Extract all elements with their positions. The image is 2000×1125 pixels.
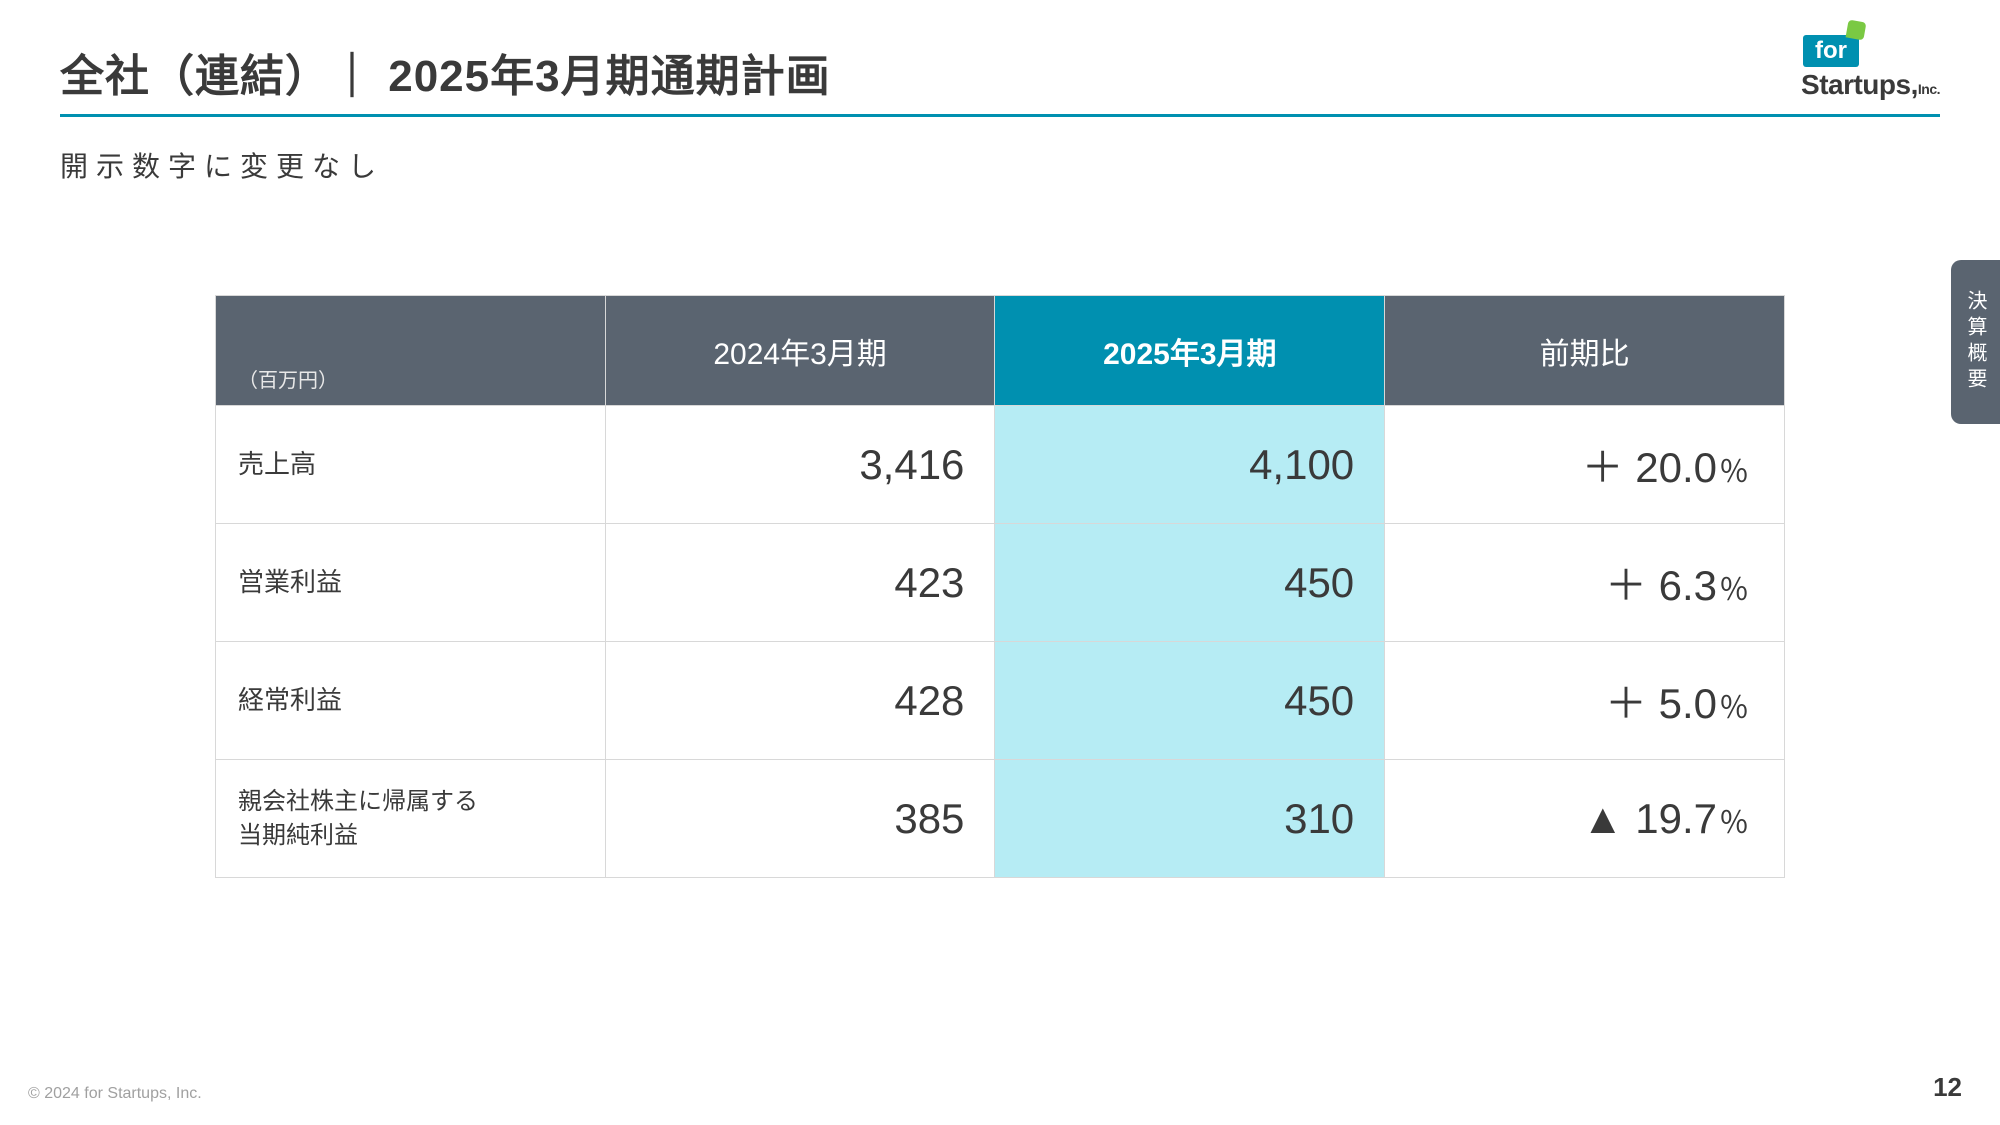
cell-fy2024: 423 bbox=[605, 524, 995, 642]
cell-change: ＋ 5.0％ bbox=[1385, 642, 1785, 760]
col-header-fy2024: 2024年3月期 bbox=[605, 296, 995, 406]
page-subtitle: 開示数字に変更なし bbox=[60, 145, 1940, 185]
copyright-text: © 2024 for Startups, Inc. bbox=[28, 1085, 202, 1103]
financial-table-wrap: （百万円） 2024年3月期 2025年3月期 前期比 売上高 3,416 4,… bbox=[215, 295, 1785, 878]
cell-fy2024: 385 bbox=[605, 760, 995, 878]
col-header-change: 前期比 bbox=[1385, 296, 1785, 406]
logo-startups-text: Startups,Inc. bbox=[1801, 69, 1940, 101]
page-title: 全社（連結）｜ 2025年3月期通期計画 bbox=[60, 40, 831, 104]
section-tab: 決算概要 bbox=[1951, 260, 2000, 424]
cell-change: ＋ 6.3％ bbox=[1385, 524, 1785, 642]
cell-fy2025: 450 bbox=[995, 524, 1385, 642]
cell-fy2024: 3,416 bbox=[605, 406, 995, 524]
table-row: 売上高 3,416 4,100 ＋ 20.0％ bbox=[216, 406, 1785, 524]
row-label: 売上高 bbox=[216, 406, 606, 524]
cell-fy2024: 428 bbox=[605, 642, 995, 760]
page-number: 12 bbox=[1933, 1072, 1972, 1103]
leaf-icon bbox=[1846, 20, 1867, 41]
table-row: 親会社株主に帰属する当期純利益 385 310 ▲ 19.7％ bbox=[216, 760, 1785, 878]
unit-note-cell: （百万円） bbox=[216, 296, 606, 406]
financial-table: （百万円） 2024年3月期 2025年3月期 前期比 売上高 3,416 4,… bbox=[215, 295, 1785, 878]
cell-fy2025: 310 bbox=[995, 760, 1385, 878]
page-header: 全社（連結）｜ 2025年3月期通期計画 for Startups,Inc. bbox=[0, 0, 2000, 114]
table-row: 営業利益 423 450 ＋ 6.3％ bbox=[216, 524, 1785, 642]
title-underline bbox=[60, 114, 1940, 117]
company-logo: for Startups,Inc. bbox=[1801, 35, 1940, 101]
logo-for-text: for bbox=[1803, 35, 1859, 67]
table-row: 経常利益 428 450 ＋ 5.0％ bbox=[216, 642, 1785, 760]
col-header-fy2025: 2025年3月期 bbox=[995, 296, 1385, 406]
page-footer: © 2024 for Startups, Inc. 12 bbox=[28, 1072, 1972, 1103]
cell-fy2025: 4,100 bbox=[995, 406, 1385, 524]
cell-fy2025: 450 bbox=[995, 642, 1385, 760]
row-label: 親会社株主に帰属する当期純利益 bbox=[216, 760, 606, 878]
row-label: 営業利益 bbox=[216, 524, 606, 642]
cell-change: ＋ 20.0％ bbox=[1385, 406, 1785, 524]
cell-change: ▲ 19.7％ bbox=[1385, 760, 1785, 878]
row-label: 経常利益 bbox=[216, 642, 606, 760]
table-body: 売上高 3,416 4,100 ＋ 20.0％ 営業利益 423 450 ＋ 6… bbox=[216, 406, 1785, 878]
